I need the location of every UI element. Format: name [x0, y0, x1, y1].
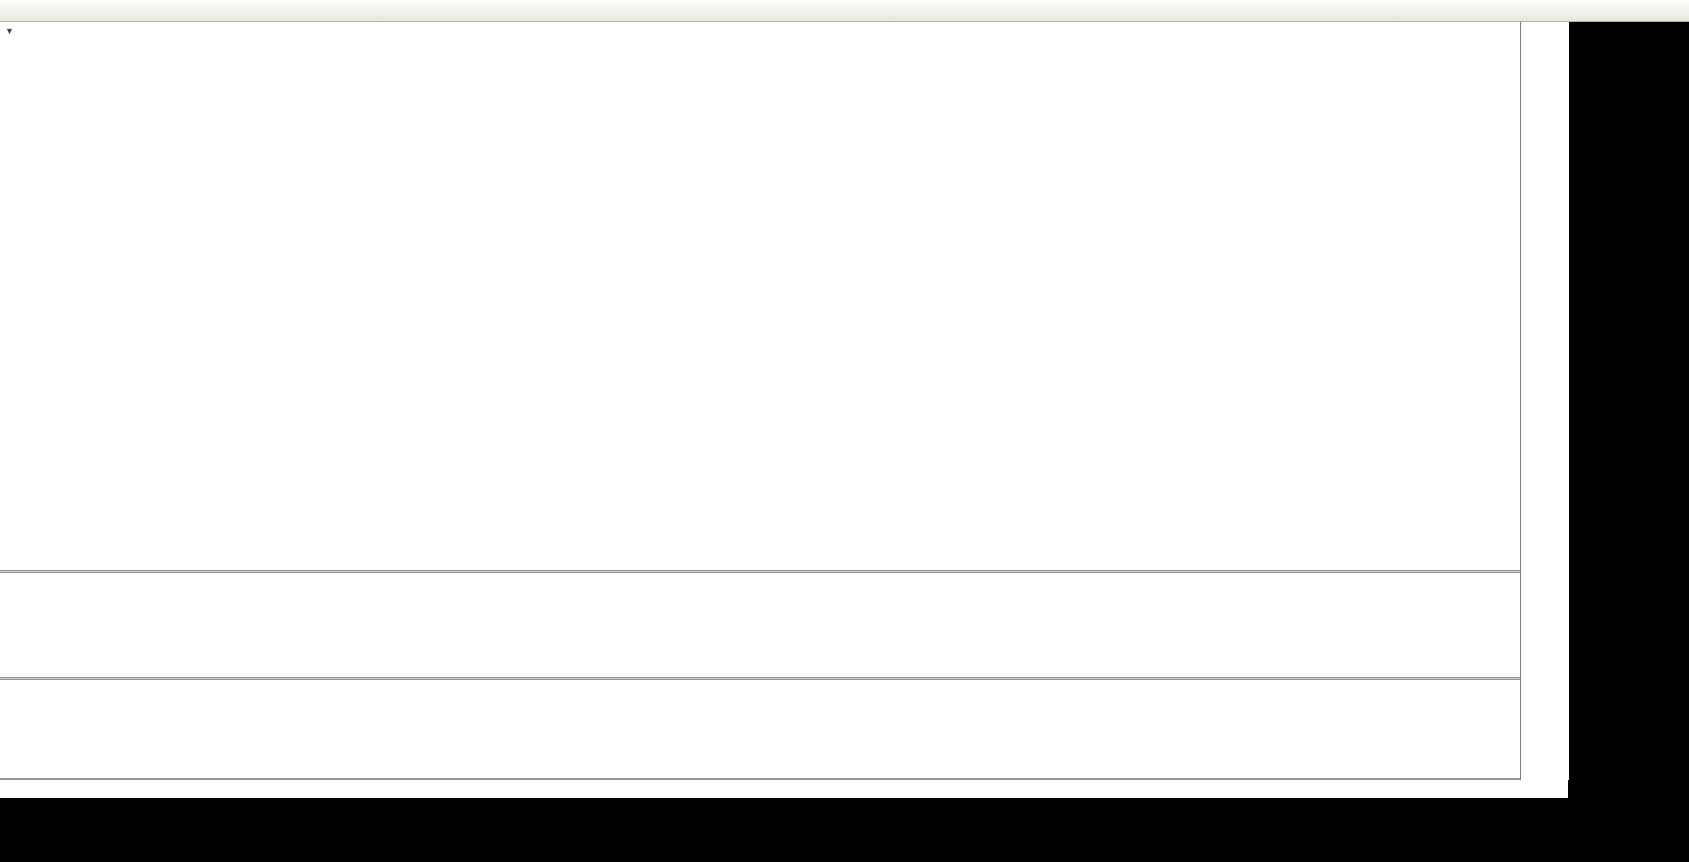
price-chart-panel[interactable]: ▼	[0, 22, 1520, 570]
macd-chart[interactable]	[0, 573, 1520, 677]
panel-divider[interactable]	[0, 778, 1568, 780]
macd-panel[interactable]	[0, 573, 1520, 677]
toolbar	[0, 0, 1689, 22]
chart-window: ▼	[0, 22, 1569, 798]
panel-divider[interactable]	[0, 677, 1568, 680]
rsi-chart[interactable]	[0, 680, 1520, 778]
candlestick-chart[interactable]	[0, 22, 1520, 570]
rsi-label	[5, 683, 13, 695]
macd-label	[5, 576, 17, 588]
chart-quote-label: ▼	[5, 25, 38, 37]
rsi-panel[interactable]	[0, 680, 1520, 778]
collapse-arrow-icon[interactable]: ▼	[5, 26, 14, 36]
panel-divider[interactable]	[0, 570, 1568, 573]
time-axis[interactable]	[0, 780, 1568, 798]
price-axis[interactable]	[1520, 22, 1569, 780]
